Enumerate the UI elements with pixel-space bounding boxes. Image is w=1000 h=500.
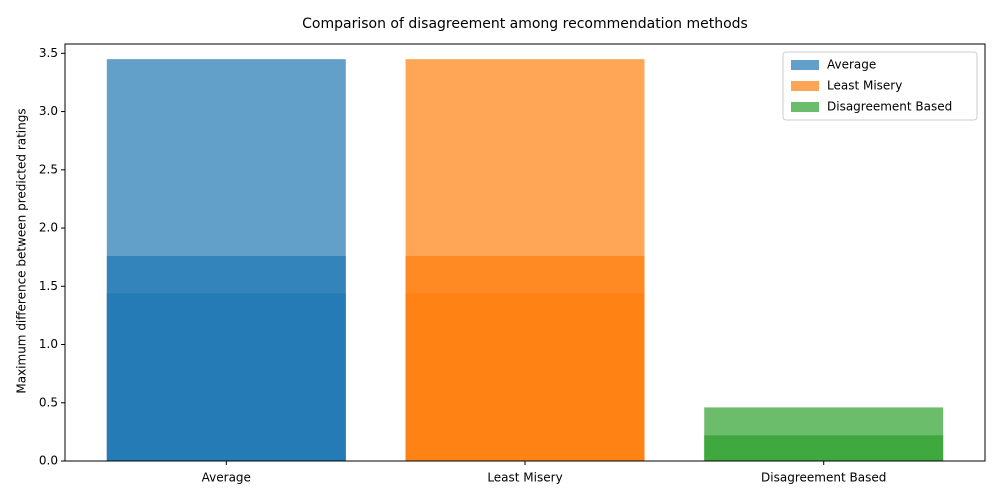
plot-frame [64,43,986,462]
x-tick-label: Average [202,471,251,485]
legend-label: Least Misery [827,79,902,93]
x-tick-label: Least Misery [487,471,562,485]
legend-label: Average [827,58,876,72]
y-tick-label: 3.5 [39,46,58,60]
y-tick-label: 0.0 [39,454,58,468]
bar [405,293,645,461]
x-tick-label: Disagreement Based [761,471,886,485]
y-tick-label: 1.0 [39,337,58,351]
legend-swatch [791,102,819,112]
legend-swatch [791,81,819,91]
bar [704,435,944,461]
y-tick-label: 3.0 [39,104,58,118]
chart-title: Comparison of disagreement among recomme… [302,16,748,32]
y-tick-label: 2.0 [39,221,58,235]
y-tick-label: 1.5 [39,279,58,293]
bar [106,293,346,461]
legend-label: Disagreement Based [827,100,952,114]
legend-box [782,51,978,121]
y-tick-label: 2.5 [39,162,58,176]
legend-swatch [791,60,819,70]
y-axis-label: Maximum difference between predicted rat… [15,108,29,393]
y-tick-label: 0.5 [39,395,58,409]
